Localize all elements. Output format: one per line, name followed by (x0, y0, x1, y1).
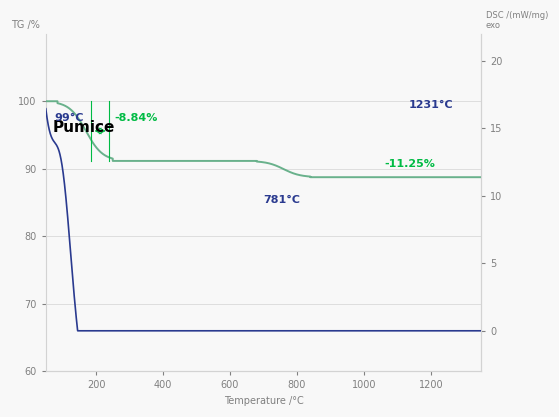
Text: 99°C: 99°C (54, 113, 84, 123)
Text: -8.84%: -8.84% (115, 113, 158, 123)
Text: -11.25%: -11.25% (384, 159, 435, 169)
Text: DSC /(mW/mg)
exo: DSC /(mW/mg) exo (486, 11, 548, 30)
Text: 1231°C: 1231°C (409, 100, 454, 110)
X-axis label: Temperature /°C: Temperature /°C (224, 396, 304, 406)
Text: Pumice: Pumice (53, 120, 115, 135)
Text: 781°C: 781°C (263, 194, 301, 204)
Text: TG /%: TG /% (11, 20, 40, 30)
